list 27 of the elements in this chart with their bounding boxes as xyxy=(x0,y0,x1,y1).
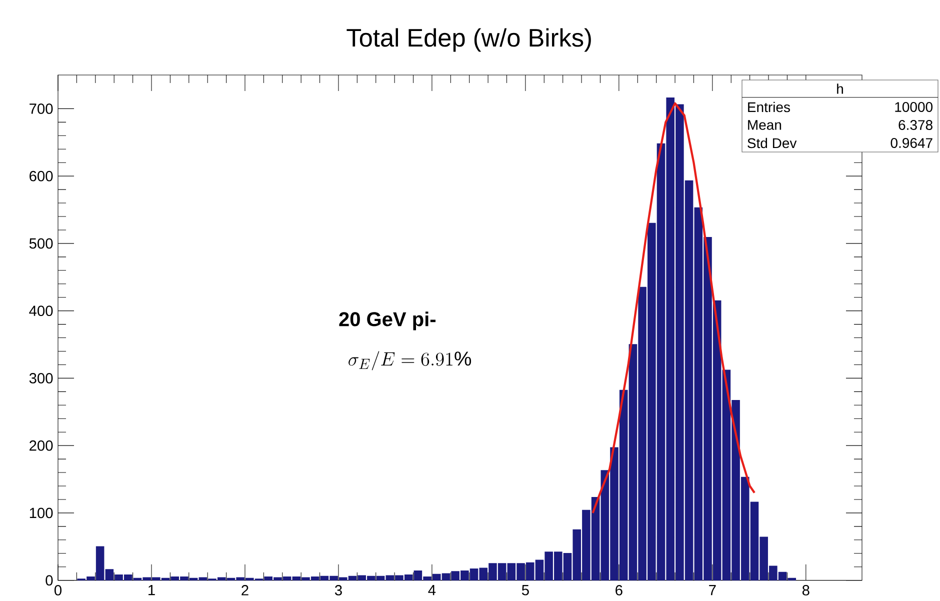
text: 0.9647 xyxy=(890,138,932,148)
text: 6.378 xyxy=(898,120,932,130)
y-tick-label: 400 xyxy=(29,305,53,316)
x-tick-label: 4 xyxy=(428,584,436,595)
annotation: $\sigma_E/E = 6.91\%$ xyxy=(348,350,472,370)
text: 10000 xyxy=(895,102,933,112)
annotation: Std Dev xyxy=(748,138,797,148)
y-tick-label: 500 xyxy=(29,238,53,248)
chart-title: Total Edep (w/o Birks) xyxy=(346,28,591,52)
y-tick-label: 600 xyxy=(30,170,53,182)
x-tick-label: 3 xyxy=(334,584,342,596)
y-tick-label: 0 xyxy=(46,574,53,586)
x-tick-label: 1 xyxy=(148,584,155,595)
annotation: Mean xyxy=(748,120,782,130)
x-tick-label: 8 xyxy=(802,584,810,596)
x-tick-label: 6 xyxy=(616,584,622,596)
x-tick-label: 7 xyxy=(709,584,716,595)
x-tick-label: 2 xyxy=(242,584,248,596)
y-tick-label: 200 xyxy=(30,440,53,451)
annotation: h xyxy=(837,83,843,94)
annotation: Entries xyxy=(748,102,790,112)
x-tick-label: 5 xyxy=(522,584,529,596)
y-tick-label: 100 xyxy=(30,508,53,518)
annotation: 20 GeV pi- xyxy=(339,311,436,330)
y-tick-label: 300 xyxy=(29,372,53,384)
x-tick-label: 0 xyxy=(54,584,62,596)
y-tick-label: 700 xyxy=(30,103,53,114)
